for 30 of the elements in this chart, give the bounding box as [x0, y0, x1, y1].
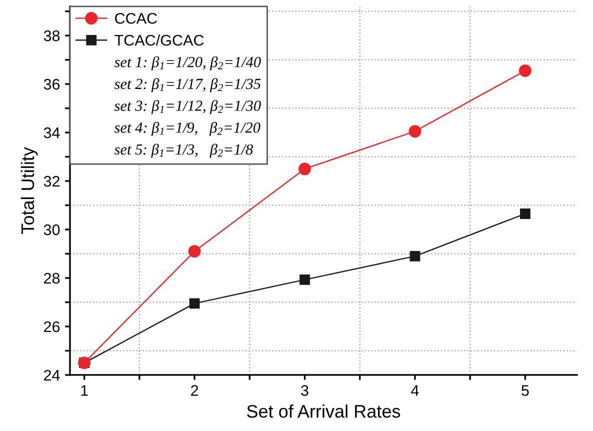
annotation: set 4: β$_{1}$=1/9, β$_{2}$=1/20	[114, 122, 260, 136]
point	[408, 125, 422, 138]
y-tick-label: 32	[44, 176, 60, 187]
annotation: set 3: β$_{1}$=1/12, β$_{2}$=1/30	[114, 100, 261, 114]
x-axis-title: Set of Arrival Rates	[247, 404, 400, 418]
y-tick-label: 24	[44, 370, 60, 381]
y-tick-label: 30	[44, 224, 60, 236]
y-tick-label: 26	[44, 321, 60, 332]
annotation: set 5: β$_{1}$=1/3, β$_{2}$=1/8	[114, 144, 253, 158]
legend-label: CCAC	[115, 12, 157, 24]
x-tick-label: 5	[522, 385, 529, 396]
point	[188, 245, 201, 258]
point	[298, 162, 311, 176]
point	[518, 64, 532, 77]
y-tick-label: 36	[44, 78, 60, 90]
annotation: set 2: β$_{1}$=1/17, β$_{2}$=1/35	[114, 78, 261, 92]
x-tick-label: 2	[191, 385, 198, 396]
annotation: set 1: β$_{1}$=1/20, β$_{2}$=1/40	[114, 56, 261, 70]
y-tick-label: 34	[44, 127, 60, 138]
point	[300, 274, 310, 285]
y-tick-label: 28	[44, 272, 60, 284]
x-tick-label: 3	[301, 385, 308, 396]
y-axis-title: Total Utility	[20, 147, 38, 234]
point	[520, 208, 530, 219]
y-tick-label: 38	[44, 30, 60, 42]
x-tick-label: 4	[411, 385, 419, 396]
point	[189, 298, 200, 309]
x-tick-label: 1	[81, 385, 88, 396]
legend-label: TCAC/GCAC	[114, 34, 204, 46]
point	[410, 250, 420, 262]
